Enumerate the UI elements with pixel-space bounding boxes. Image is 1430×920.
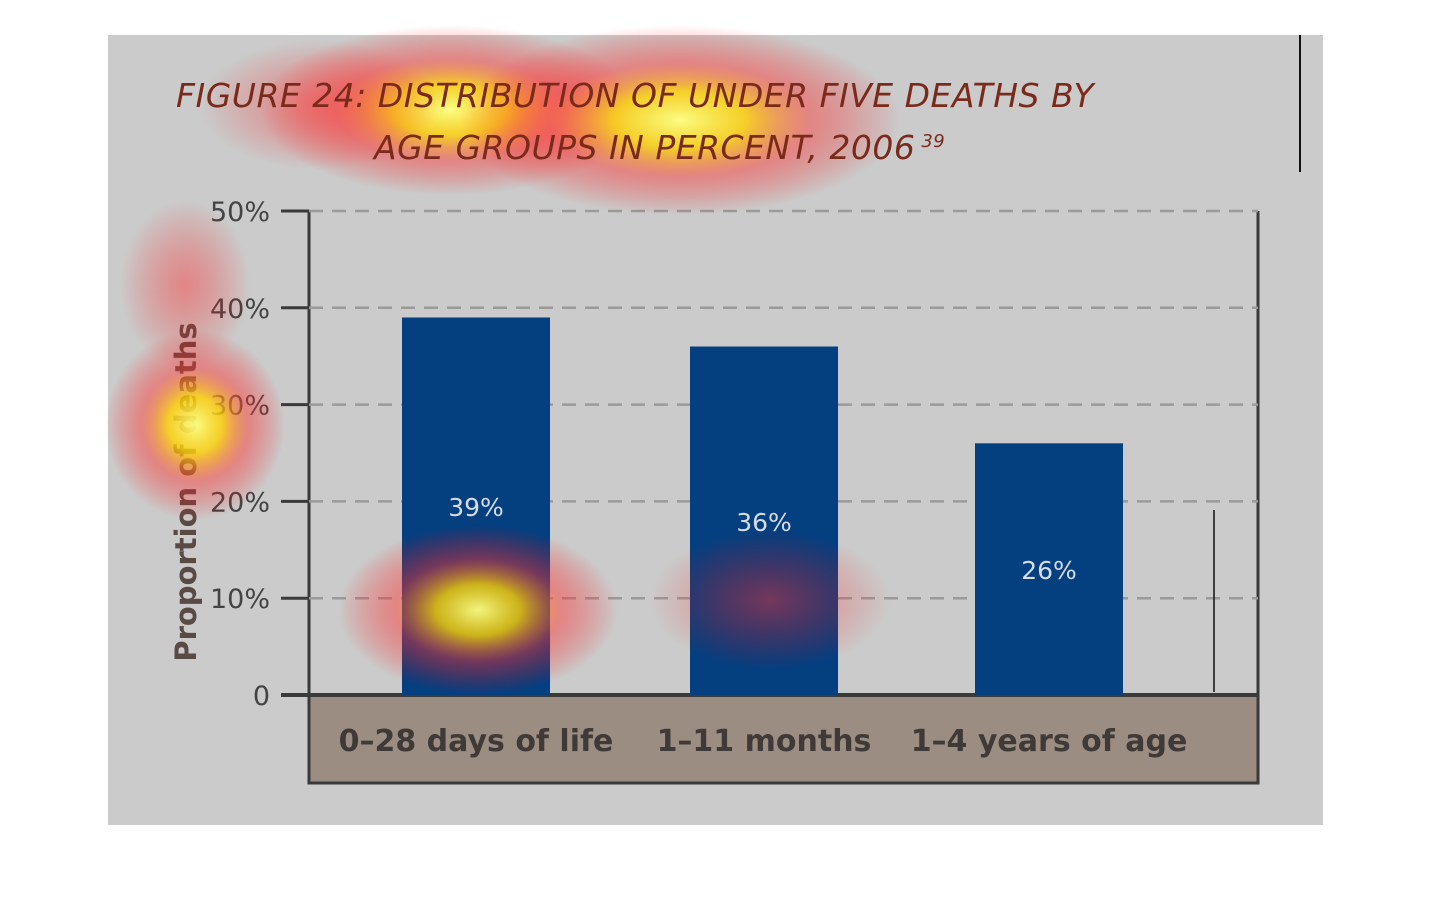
bar xyxy=(975,443,1123,695)
heatmap-overlay xyxy=(200,40,440,170)
data-label: 36% xyxy=(736,508,792,537)
y-tick-label: 40% xyxy=(210,294,270,325)
heatmap-overlay xyxy=(460,25,900,215)
category-label: 1–11 months xyxy=(657,724,872,759)
y-tick-label: 50% xyxy=(210,197,270,228)
y-tick-label: 20% xyxy=(210,487,270,518)
data-label: 39% xyxy=(448,493,504,522)
category-label: 1–4 years of age xyxy=(911,724,1188,759)
y-tick-label: 0 xyxy=(253,681,270,712)
data-label: 26% xyxy=(1021,556,1077,585)
y-tick-label: 10% xyxy=(210,584,270,615)
category-label: 0–28 days of life xyxy=(339,724,614,759)
y-tick-label: 30% xyxy=(210,391,270,422)
heatmap-overlay xyxy=(260,25,640,195)
y-axis-title: Proportion of deaths xyxy=(169,322,203,661)
